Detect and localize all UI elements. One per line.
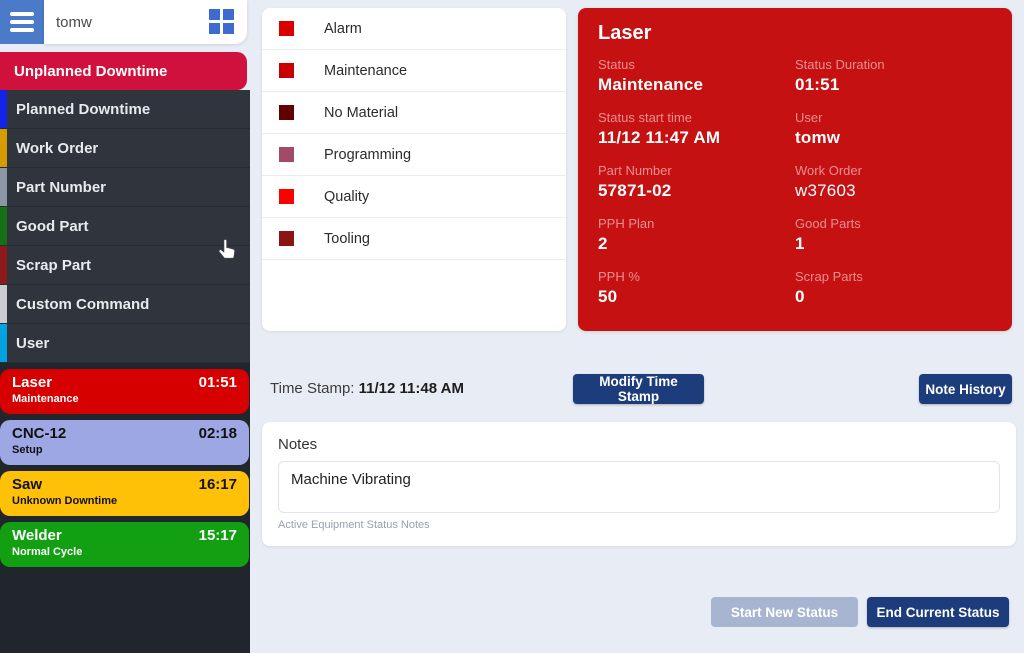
time-stamp-label: Time Stamp: [270,380,355,397]
hamburger-icon [10,12,34,16]
machine-duration: 16:17 [198,476,237,493]
sidebar-item-scrap-part[interactable]: Scrap Part [0,246,250,285]
status-option-label: Maintenance [324,62,408,79]
sidebar: Planned Downtime Work Order Part Number … [0,90,250,653]
sidebar-item-label: User [16,334,50,352]
color-stripe [0,90,7,128]
field-part-number: Part Number 57871-02 [598,163,672,200]
notes-helper-text: Active Equipment Status Notes [278,519,430,531]
sidebar-item-label: Good Part [16,217,89,235]
machine-name: Laser [12,374,53,391]
sidebar-item-work-order[interactable]: Work Order [0,129,250,168]
field-status: Status Maintenance [598,57,704,94]
machine-tile-saw[interactable]: Saw 16:17 Unknown Downtime [0,471,249,516]
sidebar-item-part-number[interactable]: Part Number [0,168,250,207]
apps-grid-icon[interactable] [209,9,235,35]
status-option-programming[interactable]: Programming [262,134,566,176]
sidebar-item-user[interactable]: User [0,324,250,363]
sidebar-item-label: Work Order [16,139,99,157]
field-status-start-time: Status start time 11/12 11:47 AM [598,110,721,147]
note-history-button[interactable]: Note History [919,374,1012,404]
sidebar-item-good-part[interactable]: Good Part [0,207,250,246]
notes-input[interactable]: Machine Vibrating [278,461,1000,513]
notes-card: Notes Machine Vibrating Active Equipment… [262,422,1016,546]
field-work-order: Work Order w37603 [795,163,862,200]
color-stripe [0,129,7,167]
status-color-swatch [279,147,294,162]
sidebar-item-custom-command[interactable]: Custom Command [0,285,250,324]
color-stripe [0,285,7,323]
status-color-swatch [279,231,294,246]
machine-name: Saw [12,476,43,493]
machine-status: Unknown Downtime [12,495,118,507]
status-option-alarm[interactable]: Alarm [262,8,566,50]
machine-duration: 01:51 [198,374,237,391]
username-text: tomw [56,13,92,31]
sidebar-item-label: Scrap Part [16,256,92,274]
status-color-swatch [279,105,294,120]
status-option-quality[interactable]: Quality [262,176,566,218]
sidebar-item-planned-downtime[interactable]: Planned Downtime [0,90,250,129]
time-stamp-value: 11/12 11:48 AM [358,380,464,397]
hamburger-menu-button[interactable] [0,0,44,44]
color-stripe [0,207,7,245]
status-option-maintenance[interactable]: Maintenance [262,50,566,92]
status-options-card: Alarm Maintenance No Material Programmin… [262,8,566,331]
field-scrap-parts: Scrap Parts 0 [795,269,863,306]
status-option-no-material[interactable]: No Material [262,92,566,134]
modify-time-stamp-button[interactable]: Modify Time Stamp [573,374,704,404]
status-option-label: Quality [324,188,370,205]
machine-duration: 15:17 [198,527,237,544]
sidebar-item-label: Custom Command [16,295,150,313]
status-option-tooling[interactable]: Tooling [262,218,566,260]
notes-label: Notes [278,436,318,453]
field-good-parts: Good Parts 1 [795,216,861,253]
machine-tile-cnc-12[interactable]: CNC-12 02:18 Setup [0,420,249,465]
sidebar-item-label: Planned Downtime [16,100,151,118]
machine-duration: 02:18 [198,425,237,442]
machine-status: Normal Cycle [12,546,83,558]
sidebar-item-label: Part Number [16,178,107,196]
machine-name: CNC-12 [12,425,67,442]
status-option-label: No Material [324,104,399,121]
status-color-swatch [279,189,294,204]
time-stamp-text: Time Stamp: 11/12 11:48 AM [270,372,464,406]
sidebar-item-unplanned-downtime[interactable]: Unplanned Downtime [0,52,247,90]
machine-name: Welder [12,527,62,544]
username-field[interactable]: tomw [44,0,247,44]
field-user: User tomw [795,110,841,147]
field-pph-plan: PPH Plan 2 [598,216,655,253]
machine-tile-welder[interactable]: Welder 15:17 Normal Cycle [0,522,249,567]
start-new-status-button[interactable]: Start New Status [711,597,858,627]
equipment-detail-card: Laser Status Maintenance Status Duration… [578,8,1012,331]
color-stripe [0,324,7,362]
status-option-label: Alarm [324,20,362,37]
color-stripe [0,168,7,206]
equipment-title: Laser [598,22,652,44]
field-pph-percent: PPH % 50 [598,269,640,306]
status-option-label: Programming [324,146,412,163]
status-color-swatch [279,21,294,36]
machine-status: Maintenance [12,393,79,405]
color-stripe [0,246,7,284]
machine-status: Setup [12,444,43,456]
field-status-duration: Status Duration 01:51 [795,57,885,94]
machine-tile-laser[interactable]: Laser 01:51 Maintenance [0,369,249,414]
end-current-status-button[interactable]: End Current Status [867,597,1009,627]
status-option-label: Tooling [324,230,370,247]
status-color-swatch [279,63,294,78]
